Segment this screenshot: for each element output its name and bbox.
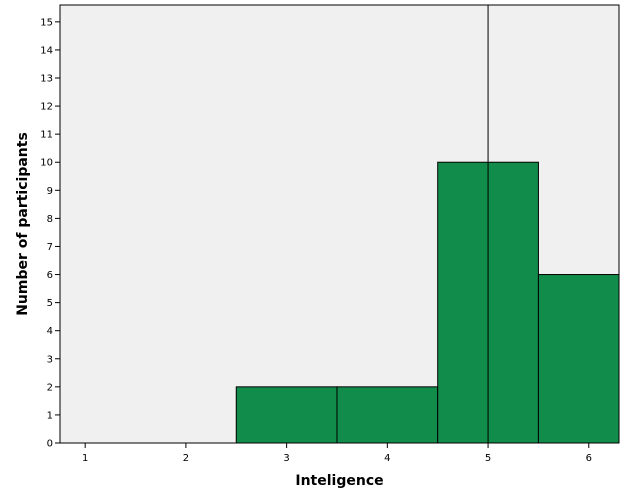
y-tick-label: 7 bbox=[47, 242, 53, 253]
x-tick-label: 1 bbox=[82, 453, 88, 464]
x-axis: 1 2 3 4 5 6 bbox=[82, 443, 592, 464]
y-tick-label: 13 bbox=[40, 74, 53, 85]
x-tick-label: 6 bbox=[586, 453, 592, 464]
y-tick-label: 12 bbox=[40, 102, 53, 113]
y-tick-label: 6 bbox=[47, 270, 53, 281]
x-tick-label: 5 bbox=[485, 453, 491, 464]
y-tick-label: 0 bbox=[47, 439, 53, 450]
y-tick-label: 14 bbox=[40, 45, 53, 56]
y-tick-label: 4 bbox=[47, 326, 53, 337]
y-tick-label: 15 bbox=[40, 17, 53, 28]
histogram-bar bbox=[235, 386, 338, 444]
y-tick-label: 11 bbox=[40, 130, 53, 141]
y-tick-label: 3 bbox=[47, 354, 53, 365]
y-tick-label: 8 bbox=[47, 214, 53, 225]
y-axis-title: Number of participants bbox=[15, 132, 31, 316]
y-tick-label: 2 bbox=[47, 382, 53, 393]
x-tick-label: 4 bbox=[384, 453, 390, 464]
histogram-bar bbox=[537, 274, 620, 444]
x-tick-label: 2 bbox=[183, 453, 189, 464]
x-tick-label: 3 bbox=[283, 453, 289, 464]
y-tick-label: 10 bbox=[40, 158, 53, 169]
y-tick-label: 1 bbox=[47, 410, 53, 421]
y-tick-label: 9 bbox=[47, 186, 53, 197]
y-tick-label: 5 bbox=[47, 298, 53, 309]
x-axis-title: Inteligence bbox=[295, 473, 383, 489]
histogram-bar bbox=[336, 386, 439, 444]
